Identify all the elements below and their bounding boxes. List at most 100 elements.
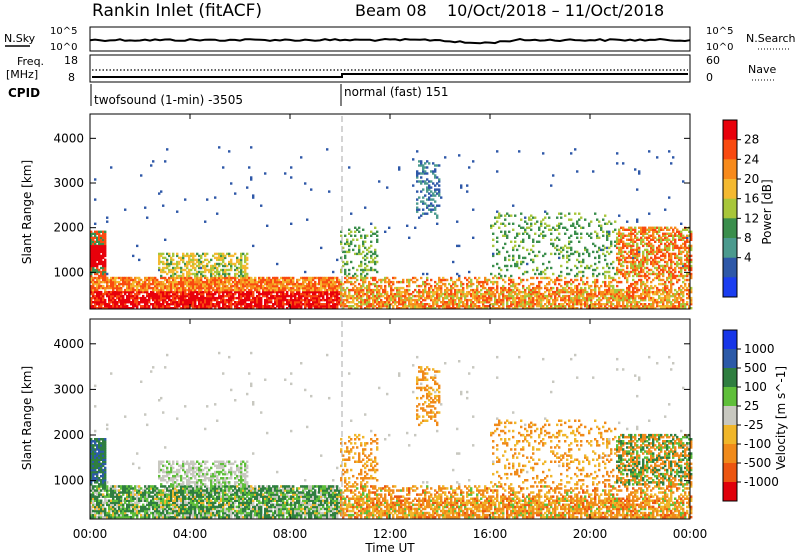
heatmap-cell: [144, 286, 147, 290]
heatmap-cell: [434, 290, 437, 294]
heatmap-cell: [228, 268, 231, 272]
heatmap-cell: [174, 282, 177, 286]
heatmap-cell: [646, 284, 649, 288]
heatmap-cell: [556, 228, 559, 231]
heatmap-cell: [92, 264, 95, 268]
heatmap-cell: [176, 290, 179, 294]
heatmap-cell: [104, 236, 107, 239]
heatmap-cell: [342, 305, 345, 308]
heatmap-cell: [360, 298, 363, 302]
heatmap-cell: [618, 238, 621, 241]
heatmap-cell: [622, 298, 625, 302]
heatmap-cell: [348, 294, 351, 298]
heatmap-cell: [606, 246, 609, 250]
heatmap-cell: [214, 284, 217, 288]
heatmap-cell: [424, 284, 427, 288]
heatmap-cell: [146, 292, 149, 296]
heatmap-cell: [610, 307, 613, 310]
heatmap-cell: [240, 282, 243, 286]
heatmap-cell: [588, 292, 591, 296]
heatmap-cell: [202, 303, 205, 306]
heatmap-cell: [410, 298, 413, 302]
heatmap-cell: [634, 272, 637, 276]
heatmap-cell: [636, 232, 639, 235]
heatmap-cell: [448, 288, 451, 292]
heatmap-cell: [378, 305, 381, 308]
heatmap-cell: [630, 296, 633, 300]
heatmap-cell: [562, 256, 565, 260]
heatmap-cell: [632, 286, 635, 290]
heatmap-cell: [530, 228, 533, 231]
heatmap-cell: [434, 296, 437, 300]
heatmap-cell: [346, 274, 349, 278]
heatmap-cell: [638, 307, 641, 310]
heatmap-cell: [236, 290, 239, 294]
heatmap-cell: [164, 278, 167, 282]
heatmap-cell: [130, 296, 133, 300]
heatmap-cell: [596, 298, 599, 302]
heatmap-cell: [352, 276, 355, 280]
heatmap-cell: [188, 284, 191, 288]
heatmap-cell: [228, 262, 231, 266]
heatmap-cell: [198, 288, 201, 292]
heatmap-cell: [252, 244, 255, 248]
heatmap-cell: [98, 238, 101, 241]
heatmap-cell: [580, 286, 583, 290]
heatmap-cell: [596, 232, 599, 235]
heatmap-cell: [190, 264, 193, 268]
heatmap-cell: [650, 305, 653, 308]
heatmap-cell: [372, 294, 375, 298]
heatmap-cell: [424, 212, 427, 215]
heatmap-cell: [252, 296, 255, 300]
heatmap-cell: [586, 264, 589, 268]
heatmap-cell: [202, 260, 205, 264]
heatmap-cell: [628, 254, 631, 258]
heatmap-cell: [576, 292, 579, 296]
heatmap-cell: [248, 166, 251, 169]
heatmap-cell: [92, 244, 95, 248]
heatmap-cell: [144, 276, 147, 280]
heatmap-cell: [296, 280, 299, 284]
heatmap-cell: [630, 303, 633, 306]
heatmap-cell: [386, 294, 389, 298]
heatmap-cell: [642, 296, 645, 300]
heatmap-cell: [146, 290, 149, 294]
heatmap-cell: [630, 236, 633, 239]
heatmap-cell: [504, 274, 507, 278]
heatmap-cell: [492, 292, 495, 296]
heatmap-cell: [278, 301, 281, 304]
heatmap-cell: [260, 282, 263, 286]
heatmap-cell: [224, 298, 227, 302]
heatmap-cell: [572, 296, 575, 300]
heatmap-cell: [324, 286, 327, 290]
heatmap-cell: [190, 286, 193, 290]
heatmap-cell: [542, 270, 545, 274]
heatmap-cell: [422, 280, 425, 284]
heatmap-cell: [636, 282, 639, 286]
heatmap-cell: [362, 301, 365, 304]
heatmap-cell: [508, 222, 511, 225]
heatmap-cell: [220, 276, 223, 280]
heatmap-cell: [512, 301, 515, 304]
heatmap-cell: [418, 288, 421, 292]
heatmap-cell: [606, 284, 609, 288]
heatmap-cell: [346, 240, 349, 243]
heatmap-cell: [532, 268, 535, 272]
heatmap-cell: [608, 298, 611, 302]
heatmap-cell: [264, 307, 267, 310]
heatmap-cell: [96, 266, 99, 270]
heatmap-cell: [164, 160, 167, 163]
heatmap-cell: [90, 264, 93, 268]
nave-tick-top: 60: [706, 54, 720, 67]
heatmap-cell: [162, 296, 165, 300]
heatmap-cell: [616, 272, 619, 276]
heatmap-cell: [174, 288, 177, 292]
heatmap-cell: [586, 232, 589, 235]
heatmap-cell: [432, 292, 435, 296]
heatmap-cell: [456, 220, 459, 223]
heatmap-cell: [300, 282, 303, 286]
heatmap-cell: [392, 294, 395, 298]
heatmap-cell: [234, 274, 237, 278]
heatmap-cell: [286, 290, 289, 294]
heatmap-cell: [360, 236, 363, 239]
